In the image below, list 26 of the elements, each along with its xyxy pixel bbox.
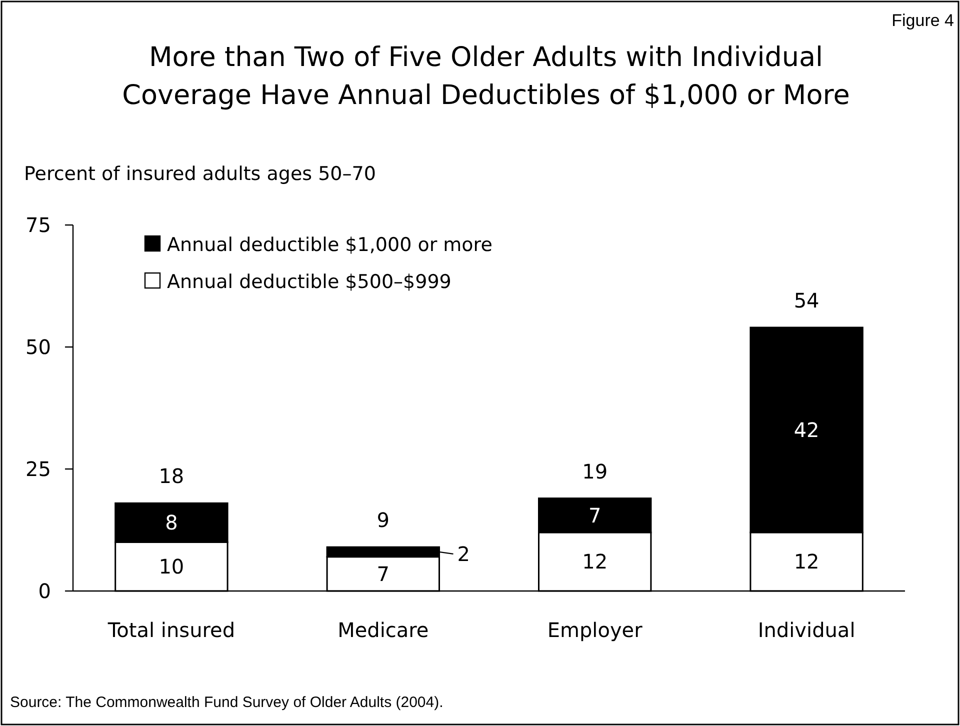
data-label: 7 [588, 503, 602, 528]
total-label: 18 [158, 464, 184, 488]
y-tick-label: 50 [26, 335, 51, 359]
data-label: 12 [582, 550, 608, 574]
total-label: 19 [582, 459, 608, 484]
data-label: 42 [794, 418, 820, 442]
total-label: 54 [794, 288, 820, 312]
y-tick-label: 0 [38, 579, 51, 603]
data-label: 10 [158, 554, 184, 579]
data-label: 2 [457, 542, 470, 566]
x-tick-label: Individual [758, 618, 856, 642]
chart-title: More than Two of Five Older Adults with Individual Coverage Have Annual Deductibles of $1,000 or More [122, 42, 850, 111]
x-tick-label: Medicare [338, 618, 429, 642]
y-axis-title: Percent of insured adults ages 50–70 [24, 163, 376, 185]
data-label: 7 [376, 562, 390, 586]
legend-label: Annual deductible $500–$999 [167, 271, 452, 293]
y-tick-label: 75 [26, 213, 51, 237]
x-tick-label: Total insured [106, 618, 236, 642]
legend-label: Annual deductible $1,000 or more [167, 234, 492, 256]
x-tick-label: Employer [547, 618, 644, 642]
source-note: Source: The Commonwealth Fund Survey of Older Adults (2004). [10, 694, 444, 711]
data-label: 12 [794, 550, 820, 574]
data-label: 8 [165, 510, 178, 535]
y-tick-label: 25 [26, 457, 51, 481]
total-label: 9 [376, 508, 390, 532]
chart-subtitle: Figure 4 [892, 11, 954, 30]
